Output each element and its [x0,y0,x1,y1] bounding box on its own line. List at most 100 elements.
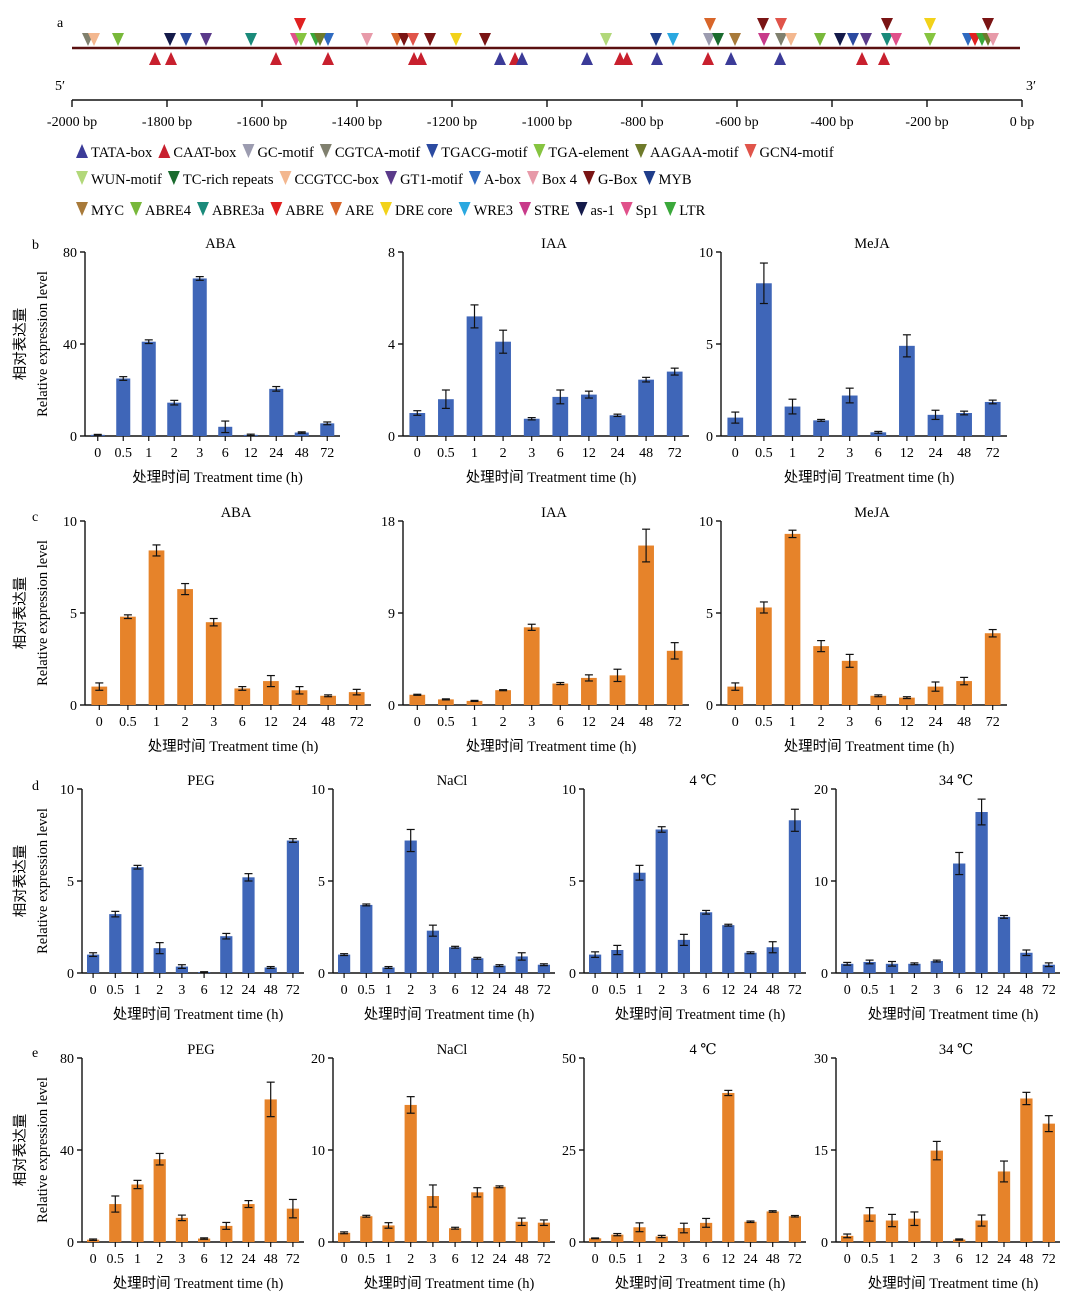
x-tick-label: 2 [658,1252,665,1267]
bar [109,1204,122,1242]
x-tick-label: 24 [929,715,943,730]
bar [177,589,193,705]
bar [841,1235,854,1242]
promoter-element-marker [881,33,893,46]
legend-label: ABRE [285,203,324,219]
panel-label-a: a [57,16,64,31]
legend-triangle-icon [167,171,180,185]
x-tick-label: 3 [933,983,940,998]
x-axis-label: 处理时间 Treatment time (h) [132,469,303,486]
legend-label: ABRE4 [145,203,192,219]
x-tick-label: 72 [350,715,364,730]
x-tick-label: 6 [452,1252,459,1267]
bar [870,695,887,705]
x-tick-label: 2 [182,715,189,730]
x-tick-label: 24 [242,1252,256,1267]
bar [975,812,988,973]
x-tick-label: 12 [582,715,596,730]
y-tick-label: 20 [311,1052,325,1067]
x-tick-label: 2 [407,1252,414,1267]
chart-title: PEG [187,1042,215,1058]
promoter-element-marker [703,33,715,46]
promoter-legend: TATA-box CAAT-box GC-motif CGTCA-motif TGACG… [76,144,834,219]
chart-title: ABA [221,505,252,521]
bar [885,1220,899,1242]
y-tick-label: 0 [706,430,713,445]
bar [609,675,626,705]
bar [744,1221,757,1242]
bar [175,966,189,973]
x-tick-label: 48 [1019,1252,1033,1267]
promoter-element-marker [785,33,797,46]
legend-label: LTR [679,203,705,219]
x-tick-label: 6 [875,446,882,461]
legend-triangle-icon [76,171,88,185]
bar [727,417,744,436]
x-axis-label: 处理时间 Treatment time (h) [615,1275,786,1292]
x-tick-label: 3 [196,446,203,461]
legend-triangle-icon [330,202,342,216]
legend-label: TGA-element [548,145,629,161]
x-tick-label: 48 [321,715,335,730]
bar [581,677,597,705]
promoter-tick-label: -2000 bp [47,115,97,130]
bar [813,646,829,705]
legend-label: Sp1 [636,203,659,219]
promoter-element-marker [775,33,787,46]
promoter-element-marker [581,52,593,65]
y-tick-label: 10 [699,515,713,530]
label-3-prime: 3′ [1026,79,1036,94]
y-tick-label: 0 [70,699,77,714]
bar [655,829,668,973]
bar [841,660,858,705]
bar [1042,964,1055,973]
x-axis-label: 处理时间 Treatment time (h) [466,469,637,486]
bar [220,936,233,973]
bar [320,423,335,436]
y-tick-label: 0 [569,967,576,982]
y-axis-label-en: Relative expression level [35,540,51,686]
y-axis-label-cn: 相对表达量 [12,577,29,650]
bar [666,371,683,436]
y-tick-label: 10 [814,875,828,890]
x-tick-label: 72 [1042,1252,1056,1267]
x-tick-label: 1 [789,715,796,730]
x-tick-label: 72 [537,983,551,998]
legend-label: Box 4 [542,172,578,188]
legend-item: DRE core [380,202,453,219]
legend-triangle-icon [279,171,292,185]
legend-item: AAGAA-motif [634,144,739,161]
promoter-element-marker [860,33,872,46]
bar [766,1211,779,1242]
promoter-element-marker [757,18,769,31]
x-tick-label: 3 [680,983,687,998]
legend-label: WRE3 [474,203,513,219]
bar [493,1186,506,1242]
x-axis-label: 处理时间 Treatment time (h) [466,738,637,755]
x-tick-label: 48 [766,1252,780,1267]
y-tick-label: 0 [388,430,395,445]
legend-item: LTR [664,202,706,219]
chart-title: IAA [541,505,567,521]
legend-label: TATA-box [91,145,153,161]
promoter-element-marker [982,18,994,31]
y-tick-label: 0 [821,1236,828,1251]
x-tick-label: 0.5 [755,715,773,730]
bar [86,954,100,973]
bar [382,967,395,973]
bar [927,414,944,436]
chart-title: 34 ℃ [939,1042,973,1058]
bar [722,925,735,973]
bar [537,1222,551,1242]
legend-label: as-1 [591,203,615,219]
label-5-prime: 5′ [55,79,65,94]
x-tick-label: 48 [295,446,309,461]
x-tick-label: 2 [911,1252,918,1267]
promoter-tick-label: -800 bp [620,115,663,130]
bar [131,867,144,973]
promoter-element-marker [200,33,212,46]
x-tick-label: 2 [911,983,918,998]
